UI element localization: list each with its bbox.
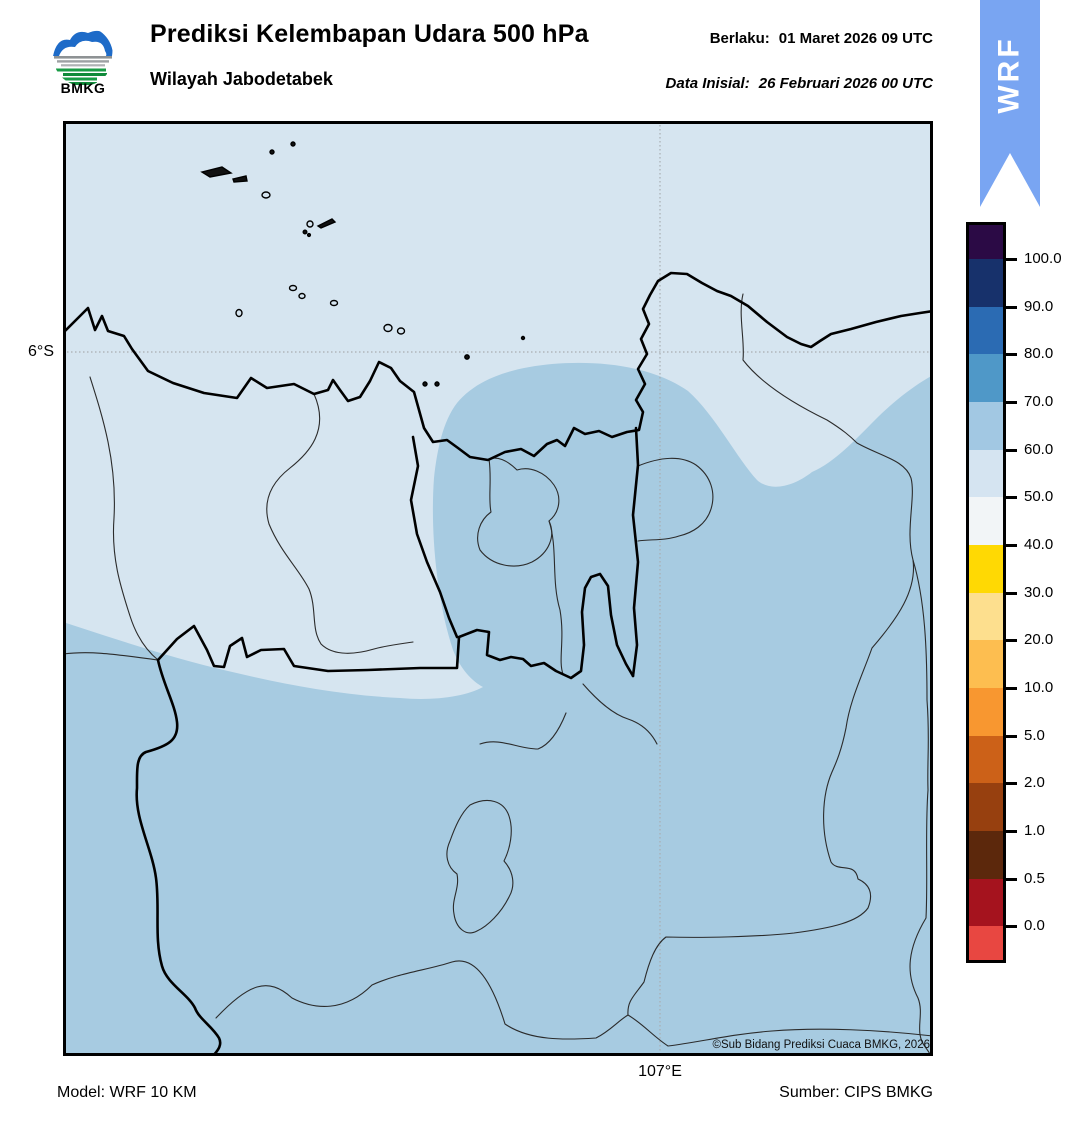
longitude-label: 107°E [638,1063,682,1080]
colorbar-tick [1006,543,1017,547]
weather-map [63,121,933,1056]
colorbar-segment [969,688,1003,736]
colorbar-tick [1006,352,1017,356]
colorbar-tick [1006,448,1017,452]
colorbar-tick [1006,924,1017,928]
colorbar-tick-label: 40.0 [1024,536,1054,553]
source-info: Sumber: CIPS BMKG [779,1084,933,1101]
colorbar-tick [1006,591,1017,595]
colorbar-tick-label: 5.0 [1024,727,1045,744]
colorbar-tick [1006,305,1017,309]
valid-time-value: 01 Maret 2026 09 UTC [778,30,933,47]
colorbar-tick [1006,257,1017,261]
colorbar-tick [1006,638,1017,642]
colorbar-segment [969,497,1003,545]
colorbar-tick [1006,495,1017,499]
colorbar-tick [1006,877,1017,881]
colorbar-tick-label: 2.0 [1024,774,1045,791]
page-title: Prediksi Kelembapan Udara 500 hPa [150,20,589,48]
copyright-text: ©Sub Bidang Prediksi Cuaca BMKG, 2026 [712,1039,930,1051]
colorbar-tick-label: 100.0 [1024,250,1062,267]
page-subtitle: Wilayah Jabodetabek [150,69,333,89]
colorbar-tick-label: 30.0 [1024,584,1054,601]
colorbar-tick-label: 60.0 [1024,441,1054,458]
colorbar-tick [1006,829,1017,833]
province-boundaries [135,426,640,1056]
latitude-label: 6°S [28,343,54,360]
colorbar-tick-label: 90.0 [1024,298,1054,315]
colorbar-tick-label: 80.0 [1024,345,1054,362]
colorbar-tick-label: 0.0 [1024,917,1045,934]
colorbar-segment [969,354,1003,402]
colorbar-segment [969,736,1003,783]
islands [200,141,526,387]
bmkg-logo-icon [53,26,113,86]
wrf-ribbon [980,0,1040,207]
colorbar-segment [969,640,1003,688]
colorbar-segment [969,783,1003,831]
colorbar-tick-label: 10.0 [1024,679,1054,696]
colorbar-tick [1006,734,1017,738]
colorbar-segment [969,831,1003,879]
wrf-ribbon-label: WRF [993,36,1026,114]
colorbar-tick-label: 50.0 [1024,488,1054,505]
valid-time: Berlaku: 01 Maret 2026 09 UTC [710,30,933,47]
ribbon-shape [980,0,1040,207]
colorbar-tick-label: 1.0 [1024,822,1045,839]
colorbar-segment [969,545,1003,593]
colorbar-tick [1006,400,1017,404]
colorbar-tick [1006,686,1017,690]
colorbar-tick-label: 20.0 [1024,631,1054,648]
initial-time-label: Data Inisial: [665,75,750,92]
colorbar-segment [969,402,1003,450]
colorbar-segment [969,450,1003,497]
colorbar-segment [969,593,1003,640]
humidity-region-low [63,121,933,699]
colorbar-tick-label: 0.5 [1024,870,1045,887]
model-info: Model: WRF 10 KM [57,1084,197,1101]
coastline [63,271,933,462]
bmkg-logo-label: BMKG [60,80,106,96]
colorbar-segment [969,307,1003,354]
map-border [63,121,933,1056]
district-boundaries [63,293,933,1056]
initial-time-value: 26 Februari 2026 00 UTC [758,75,933,92]
colorbar-tick [1006,781,1017,785]
colorbar-segment [969,259,1003,307]
colorbar-tick-label: 70.0 [1024,393,1054,410]
graticule [63,121,933,1056]
colorbar-gradient [966,222,1006,963]
colorbar: 100.0 90.0 80.0 70.0 60.0 50.0 40.0 30.0 20.0 10.… [966,222,1081,982]
colorbar-segment [969,879,1003,926]
colorbar-segment [969,926,1003,960]
colorbar-segment [969,225,1003,259]
initial-time: Data Inisial: 26 Februari 2026 00 UTC [666,75,933,92]
valid-time-label: Berlaku: [709,30,770,47]
